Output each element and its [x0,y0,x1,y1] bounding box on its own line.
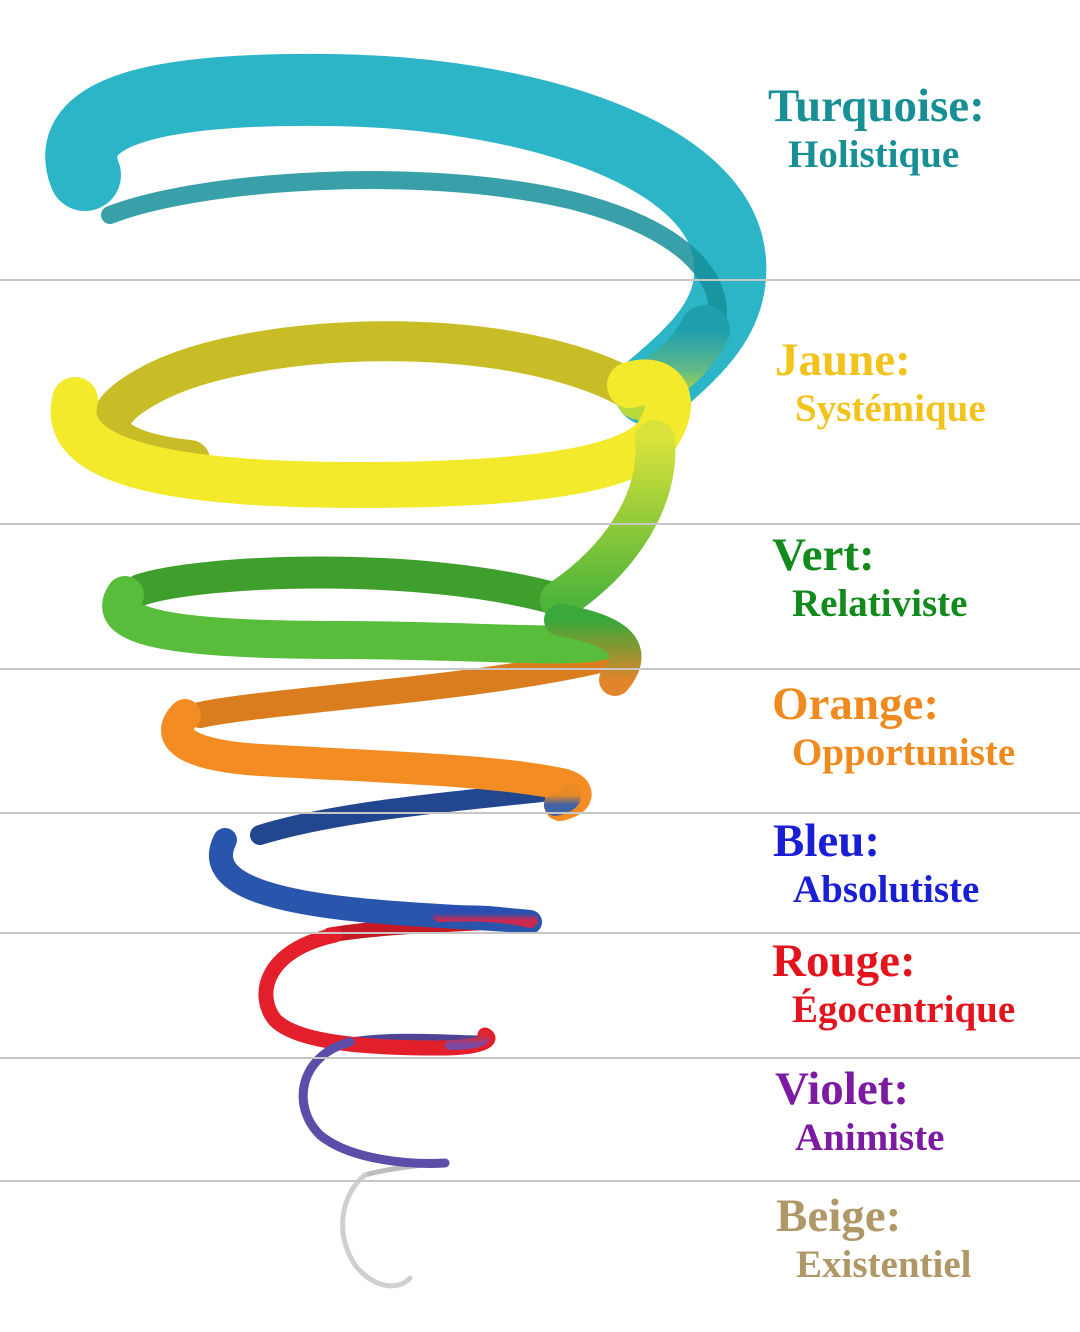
level-name: Orange: [772,678,940,730]
level-description: Existentiel [796,1243,972,1286]
level-turquoise: Turquoise: Holistique [768,80,985,178]
spiral-band-violet [298,1037,450,1168]
spiral-band-vert [102,576,624,664]
level-violet: Violet: Animiste [775,1063,945,1161]
divider-line [0,279,1080,281]
divider-line [0,812,1080,814]
level-bleu: Bleu: Absolutiste [773,815,979,913]
level-beige: Beige: Existentiel [776,1190,971,1288]
level-name: Violet: [775,1063,909,1115]
spiral-band-turquoise-shade [101,171,727,349]
spiral-band-orange [161,699,592,821]
spiral-connector-jaune-vert [540,420,676,620]
divider-line [0,523,1080,525]
level-description: Animiste [795,1116,945,1159]
spiral-connector-orange-bleu [544,784,581,816]
spiral-band-jaune [50,359,691,509]
level-description: Systémique [795,387,986,430]
spiral-band-beige [340,1172,413,1289]
divider-line [0,932,1080,934]
spiral-band-bleu-back [250,780,570,845]
level-description: Holistique [788,133,960,176]
level-name: Beige: [776,1190,902,1242]
divider-line [0,1180,1080,1182]
level-description: Égocentrique [792,988,1016,1031]
spiral-band-jaune-back [90,321,660,480]
spiral-connector-vert-orange [544,604,642,696]
spiral-band-rouge [258,927,496,1056]
spiral-band-orange-back [187,647,613,728]
spiral-connector-bleu-rouge [432,905,538,928]
level-name: Bleu: [773,815,881,867]
level-description: Relativiste [792,582,968,625]
spiral-band-vert-back [124,556,576,616]
divider-line [0,1057,1080,1059]
level-description: Opportuniste [792,731,1016,774]
level-name: Vert: [772,529,875,581]
level-name: Jaune: [775,334,911,386]
level-rouge: Rouge: Égocentrique [772,935,1015,1033]
level-vert: Vert: Relativiste [772,529,967,627]
level-name: Rouge: [772,935,916,987]
level-orange: Orange: Opportuniste [772,678,1015,776]
level-name: Turquoise: [768,80,985,132]
level-jaune: Jaune: Systémique [775,334,986,432]
divider-line [0,668,1080,670]
spiral-connector-rouge-violet [445,1031,491,1050]
level-description: Absolutiste [793,868,980,911]
spiral-front-bands [45,53,767,1289]
